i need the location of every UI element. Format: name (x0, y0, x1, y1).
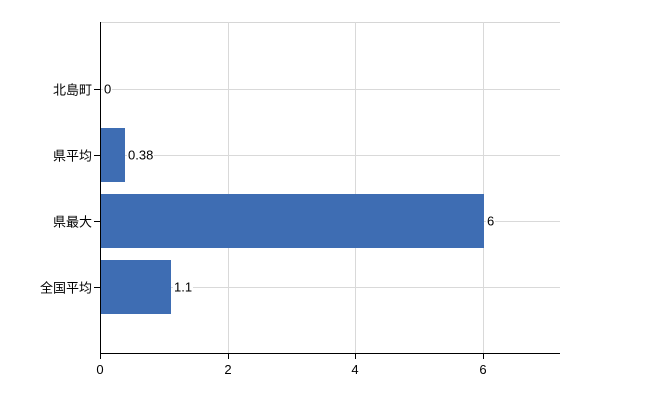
plot-top-border (100, 22, 560, 23)
x-axis-tick (100, 354, 101, 359)
y-axis-tick (94, 221, 100, 222)
x-axis-tick (483, 354, 484, 359)
x-axis-tick-label: 0 (96, 362, 104, 377)
category-label: 県最大 (52, 214, 92, 230)
x-axis-tick (228, 354, 229, 359)
row-gridline (101, 89, 560, 90)
bar (101, 128, 125, 182)
bar-value-label: 0 (103, 81, 113, 97)
x-axis-tick (355, 354, 356, 359)
bar-value-label: 6 (486, 213, 496, 229)
y-axis-tick (94, 155, 100, 156)
bar (101, 194, 484, 248)
y-axis-tick (94, 287, 100, 288)
category-label: 北島町 (52, 82, 92, 98)
row-gridline (101, 287, 560, 288)
x-gridline (355, 22, 356, 353)
x-axis-line (100, 353, 560, 354)
x-axis-tick-label: 2 (224, 362, 232, 377)
x-gridline (483, 22, 484, 353)
category-label: 全国平均 (39, 280, 92, 296)
y-axis-line (100, 22, 101, 354)
bar-value-label: 1.1 (173, 279, 194, 295)
y-axis-tick (94, 89, 100, 90)
bar (101, 260, 171, 314)
category-label: 県平均 (52, 148, 92, 164)
x-gridline (228, 22, 229, 353)
x-axis-tick-label: 4 (351, 362, 359, 377)
bar-value-label: 0.38 (127, 147, 155, 163)
x-axis-tick-label: 6 (479, 362, 487, 377)
row-gridline (101, 155, 560, 156)
